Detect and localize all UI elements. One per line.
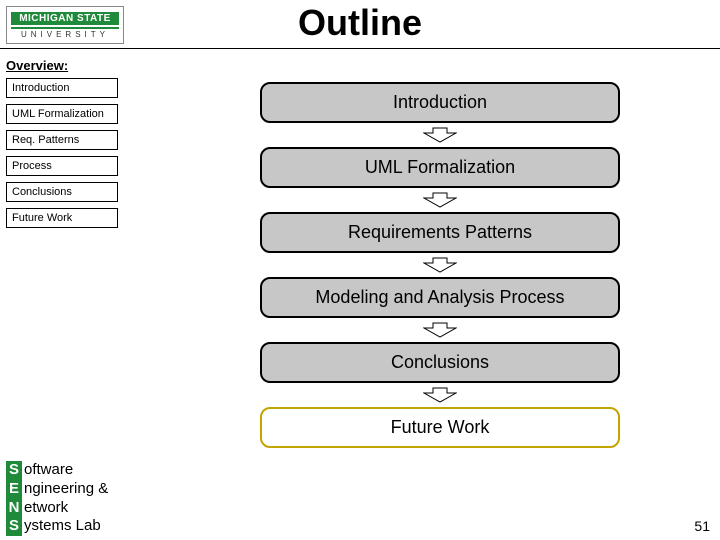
flow-box: Modeling and Analysis Process bbox=[260, 277, 620, 318]
sens-cap: S bbox=[6, 461, 22, 480]
sidebar-item: UML Formalization bbox=[6, 104, 118, 124]
sidebar-item: Conclusions bbox=[6, 182, 118, 202]
sidebar-item: Process bbox=[6, 156, 118, 176]
flow-box: Introduction bbox=[260, 82, 620, 123]
flow-box: UML Formalization bbox=[260, 147, 620, 188]
sens-rest: oftware bbox=[24, 461, 73, 478]
sens-line: Software bbox=[6, 461, 108, 480]
down-arrow-icon bbox=[423, 127, 457, 143]
sens-rest: etwork bbox=[24, 499, 68, 516]
sens-line: Network bbox=[6, 499, 108, 518]
sens-cap: N bbox=[6, 499, 22, 518]
down-arrow-icon bbox=[423, 257, 457, 273]
title-divider bbox=[0, 48, 720, 49]
sens-line: Engineering & bbox=[6, 480, 108, 499]
flow-box: Conclusions bbox=[260, 342, 620, 383]
down-arrow-icon bbox=[423, 387, 457, 403]
sidebar-item: Introduction bbox=[6, 78, 118, 98]
sidebar: Introduction UML Formalization Req. Patt… bbox=[6, 78, 118, 228]
slide: MICHIGAN STATE UNIVERSITY Outline Overvi… bbox=[0, 0, 720, 540]
flowchart: Introduction UML Formalization Requireme… bbox=[260, 82, 620, 448]
sens-lab-label: SoftwareEngineering &NetworkSystems Lab bbox=[6, 461, 108, 536]
sidebar-item: Req. Patterns bbox=[6, 130, 118, 150]
sens-line: Systems Lab bbox=[6, 517, 108, 536]
down-arrow-icon bbox=[423, 322, 457, 338]
overview-label: Overview: bbox=[6, 58, 68, 73]
sens-cap: E bbox=[6, 480, 22, 499]
flow-box: Requirements Patterns bbox=[260, 212, 620, 253]
sidebar-item: Future Work bbox=[6, 208, 118, 228]
page-number: 51 bbox=[694, 518, 710, 534]
down-arrow-icon bbox=[423, 192, 457, 208]
page-title: Outline bbox=[0, 2, 720, 44]
sens-rest: ystems Lab bbox=[24, 517, 101, 534]
sens-cap: S bbox=[6, 517, 22, 536]
flow-box: Future Work bbox=[260, 407, 620, 448]
sens-rest: ngineering & bbox=[24, 480, 108, 497]
